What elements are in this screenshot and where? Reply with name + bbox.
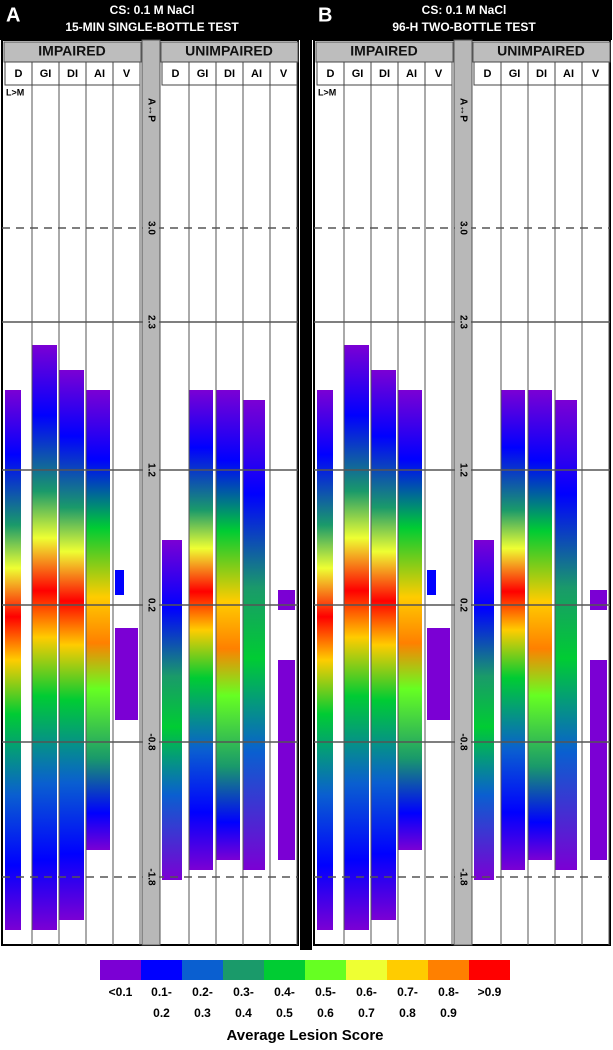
legend-label: <0.1 xyxy=(109,985,133,999)
legend-swatch xyxy=(141,960,182,980)
column-label: D xyxy=(172,68,180,80)
legend-swatch xyxy=(264,960,305,980)
column-label: DI xyxy=(67,68,78,80)
column-label: GI xyxy=(40,68,52,80)
legend-label: 0.3- xyxy=(233,985,254,999)
axis-label: A↔P xyxy=(457,98,468,122)
column-label: GI xyxy=(352,68,364,80)
level-label: 2.3 xyxy=(457,315,468,329)
level-label-bg xyxy=(455,728,471,756)
axis-column xyxy=(141,39,161,946)
level-label-bg xyxy=(143,863,159,891)
level-label: -0.8 xyxy=(457,733,468,751)
group-label: IMPAIRED xyxy=(350,43,417,59)
panel-header xyxy=(312,0,612,40)
panel-header xyxy=(0,0,300,40)
legend-label: 0.1- xyxy=(151,985,172,999)
level-label: 3.0 xyxy=(457,221,468,235)
level-label-bg xyxy=(143,728,159,756)
legend-swatch xyxy=(428,960,469,980)
column-label: D xyxy=(15,68,23,80)
column-label: DI xyxy=(379,68,390,80)
level-label: 0.2 xyxy=(145,598,156,612)
legend-swatch xyxy=(387,960,428,980)
column-label: AI xyxy=(251,68,262,80)
column-label: DI xyxy=(224,68,235,80)
column-label: V xyxy=(280,68,288,80)
legend-label: 0.5 xyxy=(276,1006,293,1020)
legend-label: 0.6- xyxy=(356,985,377,999)
group-label: UNIMPAIRED xyxy=(497,43,585,59)
level-label-bg xyxy=(455,456,471,484)
level-label-bg xyxy=(143,308,159,336)
column-label: AI xyxy=(94,68,105,80)
level-label: 0.2 xyxy=(457,598,468,612)
group-label: UNIMPAIRED xyxy=(185,43,273,59)
level-label: 2.3 xyxy=(145,315,156,329)
column-label: AI xyxy=(406,68,417,80)
legend-swatch xyxy=(100,960,141,980)
legend-label: 0.7 xyxy=(358,1006,375,1020)
level-label: 1.2 xyxy=(145,463,156,477)
legend-label: 0.2- xyxy=(192,985,213,999)
group-label: IMPAIRED xyxy=(38,43,105,59)
column-label: V xyxy=(592,68,600,80)
legend-swatch xyxy=(182,960,223,980)
panel-letter: B xyxy=(318,4,332,26)
level-label-bg xyxy=(455,214,471,242)
legend-label: 0.4 xyxy=(235,1006,252,1020)
legend-swatch xyxy=(346,960,387,980)
level-label: 1.2 xyxy=(457,463,468,477)
column-label: DI xyxy=(536,68,547,80)
level-label-bg xyxy=(143,214,159,242)
panel-divider xyxy=(300,0,312,950)
level-label: -1.8 xyxy=(145,868,156,886)
column-label: V xyxy=(435,68,443,80)
column-label: GI xyxy=(197,68,209,80)
level-label-bg xyxy=(455,591,471,619)
legend-label: 0.5- xyxy=(315,985,336,999)
side-label: L>M xyxy=(6,87,24,97)
column-label: V xyxy=(123,68,131,80)
legend-label: 0.4- xyxy=(274,985,295,999)
column-label: D xyxy=(327,68,335,80)
legend-label: 0.2 xyxy=(153,1006,170,1020)
level-label: -0.8 xyxy=(145,733,156,751)
column-label: AI xyxy=(563,68,574,80)
level-label: 3.0 xyxy=(145,221,156,235)
side-label: L>M xyxy=(318,87,336,97)
legend-label: >0.9 xyxy=(478,985,502,999)
column-label: D xyxy=(484,68,492,80)
legend-label: 0.3 xyxy=(194,1006,211,1020)
legend-swatch xyxy=(223,960,264,980)
legend-label: 0.8 xyxy=(399,1006,416,1020)
level-label-bg xyxy=(143,456,159,484)
level-label-bg xyxy=(455,863,471,891)
panel-title: 96-H TWO-BOTTLE TEST xyxy=(392,20,536,34)
panel-title: 15-MIN SINGLE-BOTTLE TEST xyxy=(65,20,239,34)
level-label-bg xyxy=(455,308,471,336)
panel-letter: A xyxy=(6,4,20,26)
panel-title: CS: 0.1 M NaCl xyxy=(422,3,507,17)
legend-title: Average Lesion Score xyxy=(226,1027,383,1044)
level-label: -1.8 xyxy=(457,868,468,886)
axis-column xyxy=(453,39,473,946)
legend-label: 0.8- xyxy=(438,985,459,999)
panel-title: CS: 0.1 M NaCl xyxy=(110,3,195,17)
legend-swatch xyxy=(469,960,510,980)
column-label: GI xyxy=(509,68,521,80)
legend-label: 0.6 xyxy=(317,1006,334,1020)
legend-label: 0.9 xyxy=(440,1006,457,1020)
legend-swatch xyxy=(305,960,346,980)
level-label-bg xyxy=(143,591,159,619)
legend-label: 0.7- xyxy=(397,985,418,999)
axis-label: A↔P xyxy=(145,98,156,122)
